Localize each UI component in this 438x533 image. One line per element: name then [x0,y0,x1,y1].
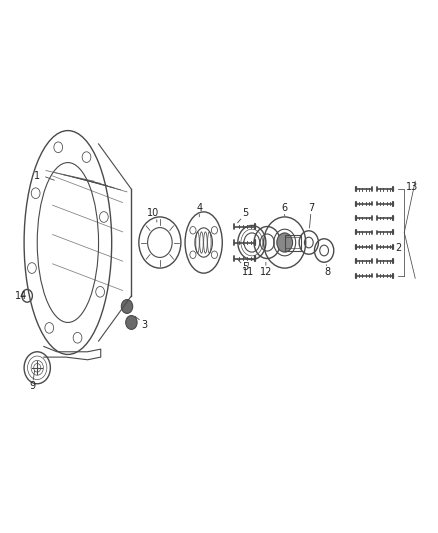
Text: 7: 7 [308,203,314,213]
Text: 4: 4 [196,203,202,213]
Circle shape [126,316,137,329]
Text: 12: 12 [260,267,272,277]
Circle shape [277,233,293,252]
Text: 6: 6 [282,203,288,213]
Text: 8: 8 [325,267,331,277]
Text: 1: 1 [34,171,40,181]
Text: 10: 10 [147,208,159,218]
Text: 11: 11 [242,267,254,277]
Text: 2: 2 [396,243,402,253]
Text: 5: 5 [242,262,248,271]
Circle shape [121,300,133,313]
Text: 13: 13 [406,182,418,191]
Bar [285,235,301,251]
Text: 9: 9 [30,382,36,391]
Text: 3: 3 [141,320,148,330]
Text: 14: 14 [15,291,27,301]
Text: 5: 5 [242,208,248,218]
